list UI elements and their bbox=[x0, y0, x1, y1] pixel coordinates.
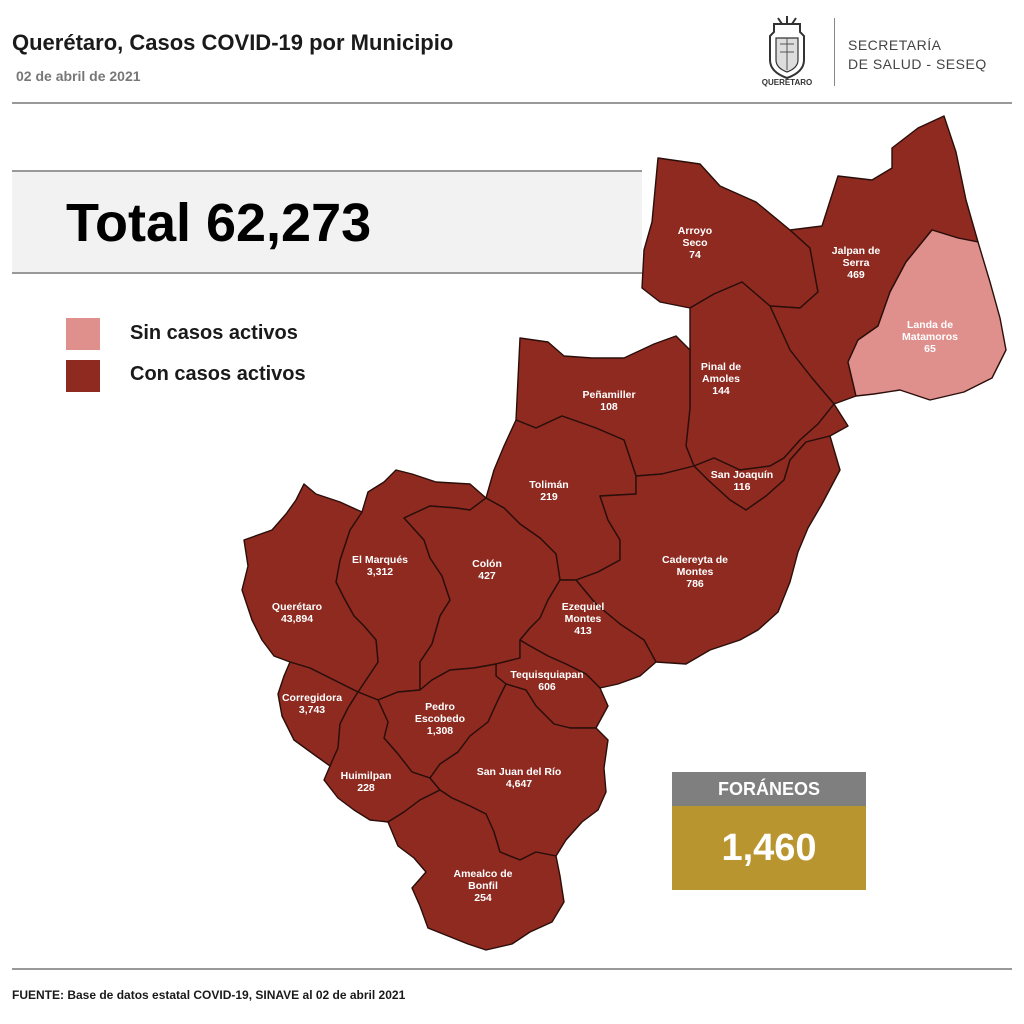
region-landa bbox=[847, 229, 1007, 401]
label-pinal-name-1: Pinal de bbox=[701, 361, 741, 373]
label-pedro-escobedo-name-2: Escobedo bbox=[415, 713, 465, 725]
label-landa-cases: 65 bbox=[924, 343, 936, 355]
total-cases: Total 62,273 bbox=[66, 193, 372, 253]
queretaro-seal-icon bbox=[769, 16, 805, 80]
secretaria-label: SECRETARÍA DE SALUD - SESEQ bbox=[848, 36, 987, 74]
label-landa-name-1: Landa de bbox=[907, 319, 953, 331]
label-queretaro-name-1: Querétaro bbox=[272, 601, 322, 613]
legend-swatch-active bbox=[66, 360, 100, 392]
label-pinal-cases: 144 bbox=[712, 385, 730, 397]
foraneos-label: FORÁNEOS bbox=[672, 772, 866, 806]
secretaria-line-1: SECRETARÍA bbox=[848, 37, 942, 53]
label-corregidora-cases: 3,743 bbox=[299, 704, 325, 716]
label-jalpan-name-1: Jalpan de bbox=[832, 245, 881, 257]
legend-swatch-inactive bbox=[66, 318, 100, 350]
label-ezequiel-name-1: Ezequiel bbox=[562, 601, 605, 613]
label-amealco-name-2: Bonfil bbox=[468, 880, 498, 892]
label-ezequiel-cases: 413 bbox=[574, 625, 592, 637]
label-san-juan-cases: 4,647 bbox=[506, 778, 532, 790]
region-arroyo-seco bbox=[641, 157, 819, 309]
label-corregidora-name-1: Corregidora bbox=[282, 692, 342, 704]
label-pinal-name-2: Amoles bbox=[702, 373, 740, 385]
label-cadereyta-name-2: Montes bbox=[677, 566, 714, 578]
label-cadereyta-cases: 786 bbox=[686, 578, 704, 590]
region-cadereyta bbox=[575, 435, 841, 665]
label-jalpan-cases: 469 bbox=[847, 269, 865, 281]
footer-divider bbox=[12, 968, 1012, 970]
label-el-marques-name-1: El Marqués bbox=[352, 554, 408, 566]
label-amealco-cases: 254 bbox=[474, 892, 492, 904]
label-san-juan-name-1: San Juan del Río bbox=[477, 766, 562, 778]
region-amealco bbox=[387, 789, 565, 951]
label-huimilpan-name-1: Huimilpan bbox=[341, 770, 392, 782]
label-toliman-name-1: Tolimán bbox=[529, 479, 568, 491]
label-toliman-cases: 219 bbox=[540, 491, 558, 503]
label-tequisquiapan-name-1: Tequisquiapan bbox=[510, 669, 583, 681]
label-san-joaquin-cases: 116 bbox=[734, 481, 751, 493]
foraneos-value: 1,460 bbox=[672, 806, 866, 890]
label-arroyo-seco-name-1: Arroyo bbox=[678, 225, 712, 237]
source-note: FUENTE: Base de datos estatal COVID-19, … bbox=[12, 988, 406, 1002]
label-arroyo-seco-name-2: Seco bbox=[682, 237, 707, 249]
label-landa-name-2: Matamoros bbox=[902, 331, 958, 343]
label-huimilpan-cases: 228 bbox=[357, 782, 375, 794]
label-queretaro-cases: 43,894 bbox=[281, 613, 313, 625]
label-penamiller-cases: 108 bbox=[600, 401, 618, 413]
header-separator bbox=[834, 18, 835, 86]
secretaria-line-2: DE SALUD - SESEQ bbox=[848, 56, 987, 72]
label-jalpan-name-2: Serra bbox=[843, 257, 870, 269]
label-tequisquiapan-cases: 606 bbox=[538, 681, 556, 693]
label-cadereyta-name-1: Cadereyta de bbox=[662, 554, 728, 566]
header-divider bbox=[12, 102, 1012, 104]
label-ezequiel-name-2: Montes bbox=[565, 613, 602, 625]
page-title: Querétaro, Casos COVID-19 por Municipio bbox=[12, 30, 454, 55]
label-colon-cases: 427 bbox=[478, 570, 496, 582]
label-pedro-escobedo-name-1: Pedro bbox=[425, 701, 455, 713]
legend-label-active: Con casos activos bbox=[130, 363, 306, 385]
label-san-joaquin-name-1: San Joaquín bbox=[711, 469, 773, 481]
report-date: 02 de abril de 2021 bbox=[16, 68, 141, 84]
label-amealco-name-1: Amealco de bbox=[454, 868, 513, 880]
label-arroyo-seco-cases: 74 bbox=[689, 249, 701, 261]
label-el-marques-cases: 3,312 bbox=[367, 566, 393, 578]
label-colon-name-1: Colón bbox=[472, 558, 502, 570]
total-band bbox=[12, 170, 642, 274]
label-pedro-escobedo-cases: 1,308 bbox=[427, 725, 453, 737]
logo-label: QUERÉTARO bbox=[761, 78, 813, 87]
legend-label-inactive: Sin casos activos bbox=[130, 322, 298, 344]
label-penamiller-name-1: Peñamiller bbox=[582, 389, 635, 401]
